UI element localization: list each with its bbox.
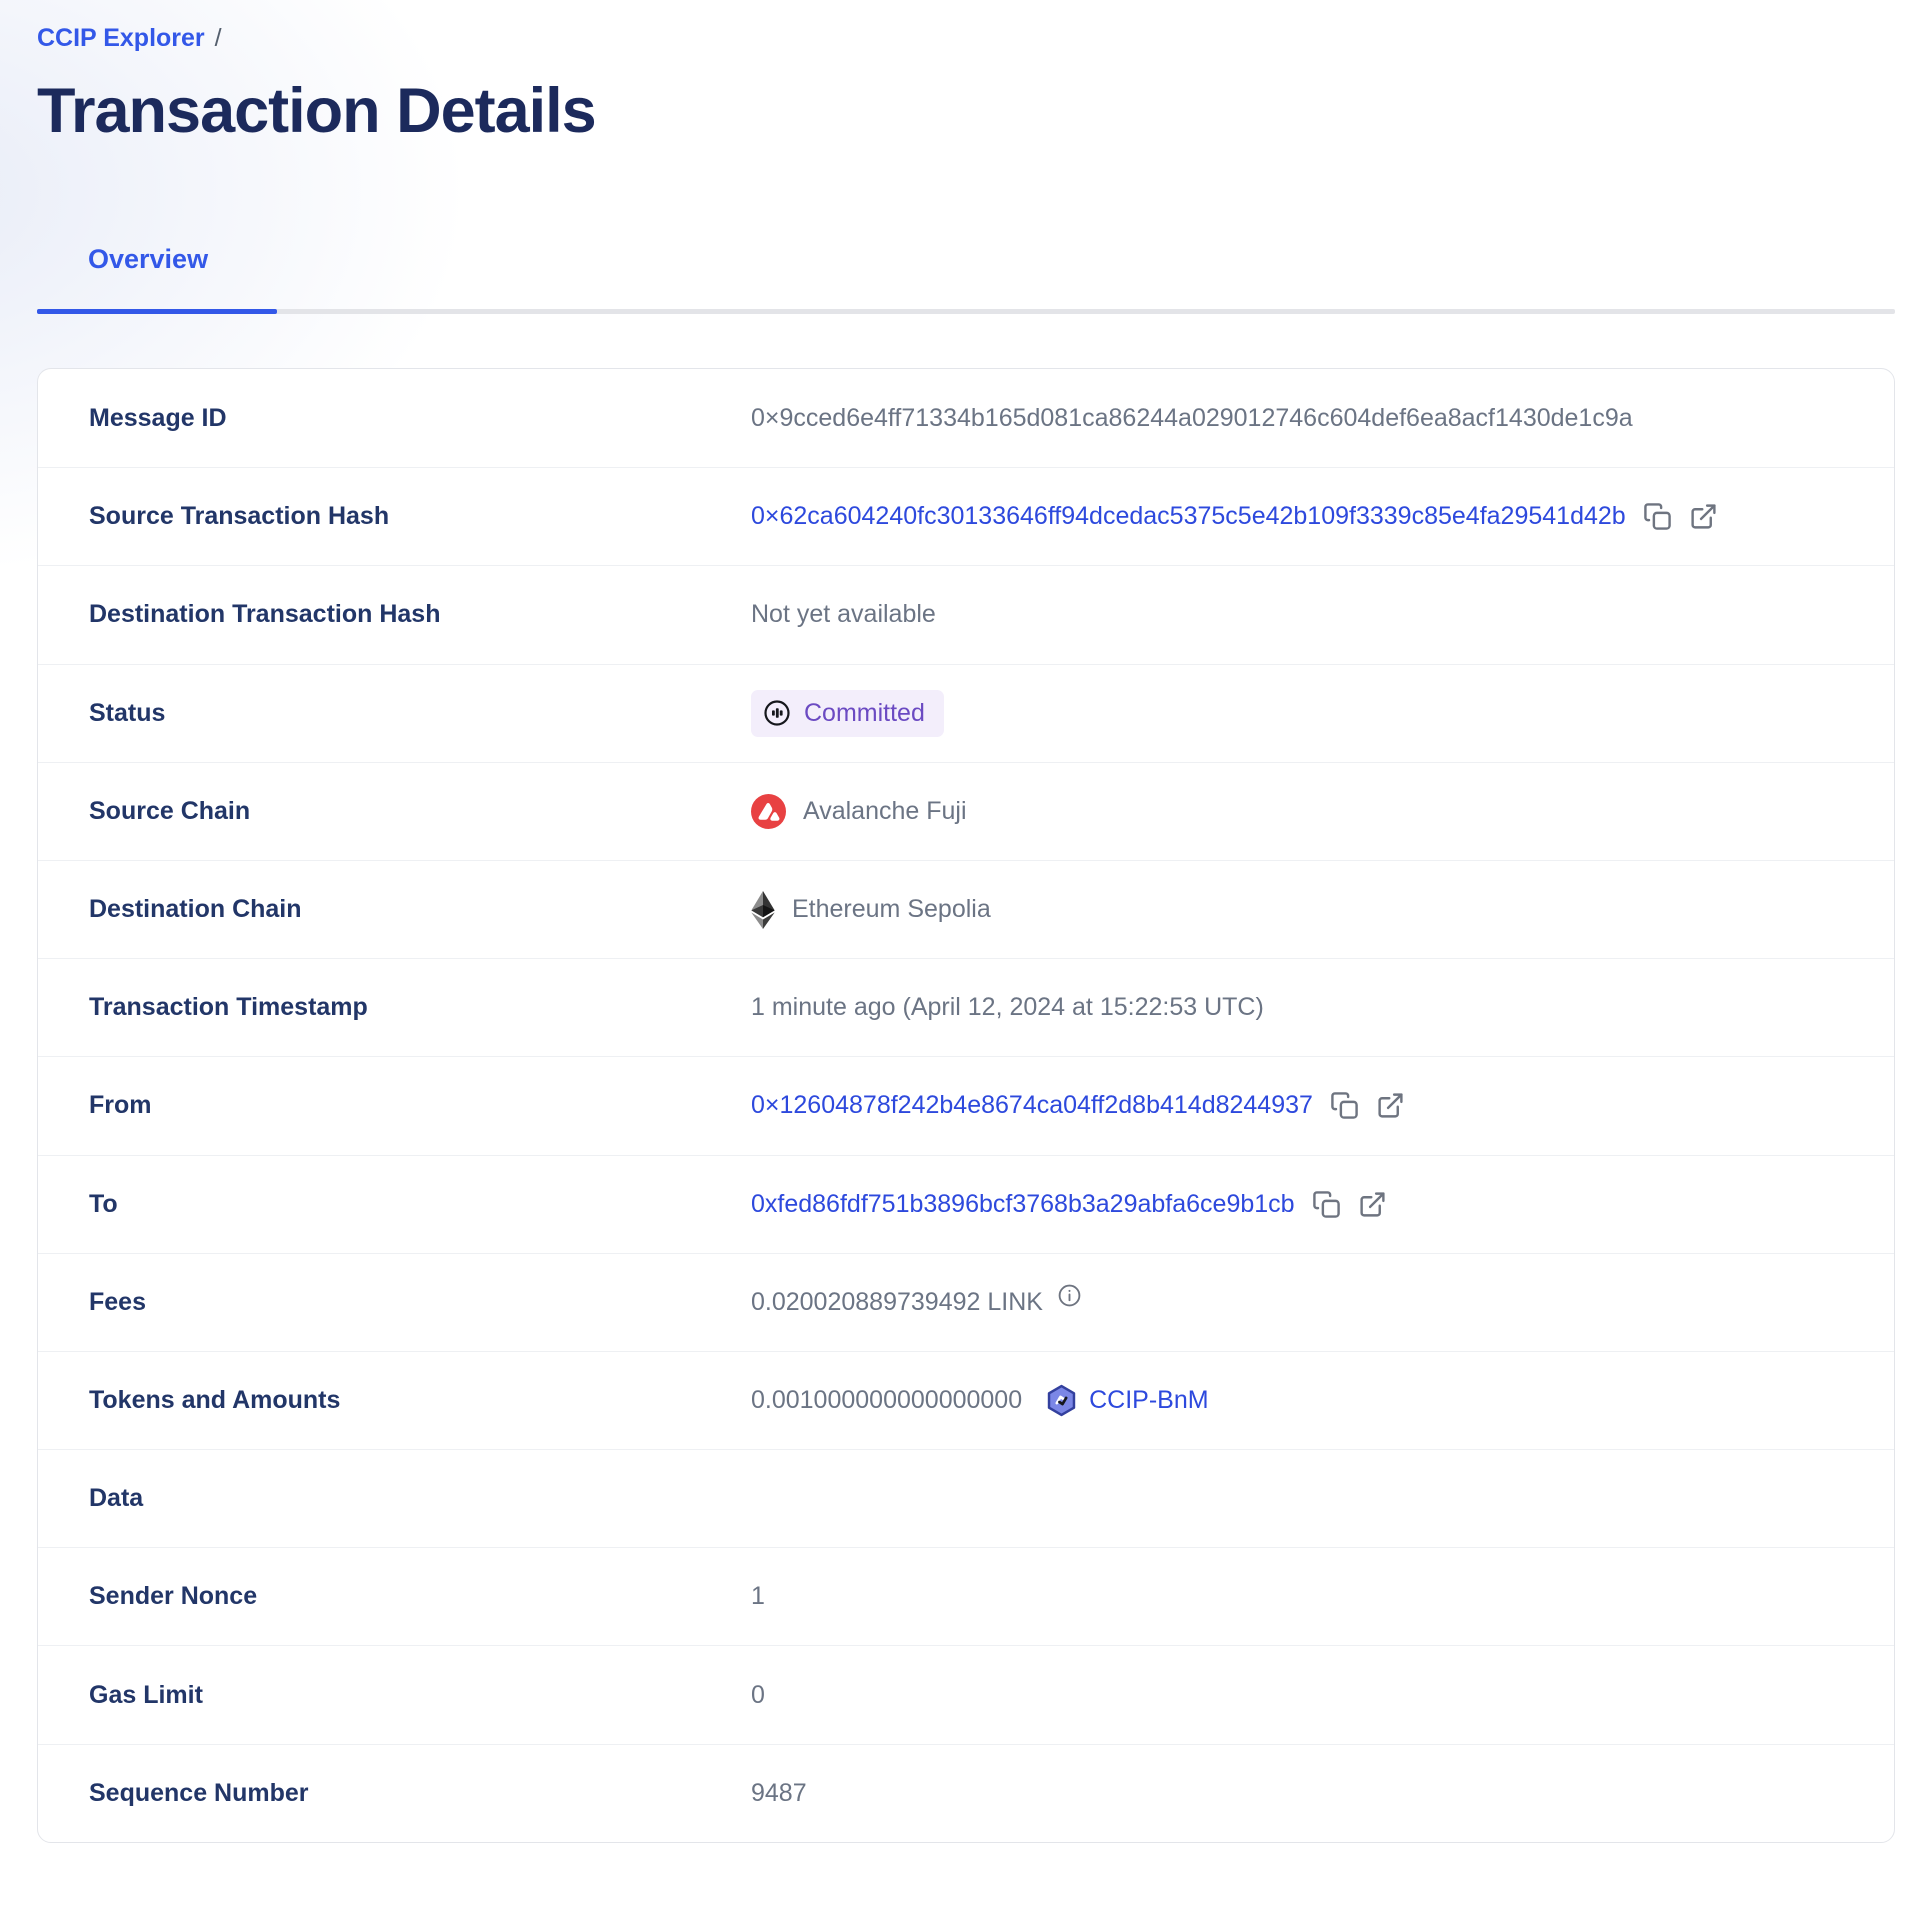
destination-chain-name: Ethereum Sepolia xyxy=(792,895,991,924)
row-label: To xyxy=(89,1189,118,1218)
from-address-link[interactable]: 0×12604878f242b4e8674ca04ff2d8b414d82449… xyxy=(751,1091,1313,1120)
active-tab-indicator xyxy=(37,309,277,314)
tab-overview[interactable]: Overview xyxy=(88,244,209,274)
copy-icon[interactable] xyxy=(1330,1091,1359,1120)
commit-status-icon xyxy=(764,700,790,726)
table-row-gas-limit: Gas Limit 0 xyxy=(38,1645,1894,1743)
token-amount-value: 0.001000000000000000 xyxy=(751,1385,1023,1414)
row-label: Fees xyxy=(89,1287,146,1316)
message-id-value: 0×9cced6e4ff71334b165d081ca86244a0290127… xyxy=(751,403,1633,432)
avalanche-icon xyxy=(751,793,786,829)
info-icon[interactable] xyxy=(1057,1283,1082,1308)
source-chain-name: Avalanche Fuji xyxy=(803,796,967,825)
row-label: From xyxy=(89,1091,152,1120)
row-label: Source Transaction Hash xyxy=(89,502,390,531)
row-label: Transaction Timestamp xyxy=(89,993,368,1022)
table-row-sender-nonce: Sender Nonce 1 xyxy=(38,1547,1894,1645)
transaction-timestamp-value: 1 minute ago (April 12, 2024 at 15:22:53… xyxy=(751,993,1264,1022)
table-row-transaction-timestamp: Transaction Timestamp 1 minute ago (Apri… xyxy=(38,958,1894,1056)
status-badge: Committed xyxy=(751,689,944,737)
breadcrumb-link-ccip-explorer[interactable]: CCIP Explorer xyxy=(37,24,205,52)
token-symbol-link[interactable]: CCIP-BnM xyxy=(1089,1385,1209,1414)
status-badge-label: Committed xyxy=(804,698,925,727)
ethereum-icon xyxy=(751,890,775,929)
to-address-link[interactable]: 0xfed86fdf751b3896bcf3768b3a29abfa6ce9b1… xyxy=(751,1189,1295,1218)
row-label: Destination Chain xyxy=(89,895,302,924)
table-row-sequence-number: Sequence Number 9487 xyxy=(38,1743,1894,1842)
ccip-bnm-token-icon xyxy=(1045,1384,1078,1417)
destination-tx-hash-value: Not yet available xyxy=(751,600,936,629)
row-label: Message ID xyxy=(89,403,227,432)
sequence-number-value: 9487 xyxy=(751,1778,807,1807)
table-row-message-id: Message ID 0×9cced6e4ff71334b165d081ca86… xyxy=(38,369,1894,467)
copy-icon[interactable] xyxy=(1312,1190,1341,1219)
table-row-data: Data xyxy=(38,1449,1894,1547)
gas-limit-value: 0 xyxy=(751,1680,765,1709)
row-label: Sequence Number xyxy=(89,1778,309,1807)
transaction-details-page: CCIP Explorer / Transaction Details Over… xyxy=(37,24,1895,1843)
page-title: Transaction Details xyxy=(37,76,597,146)
tab-bar: Overview xyxy=(37,244,1895,314)
external-link-icon[interactable] xyxy=(1689,502,1718,531)
table-row-source-tx-hash: Source Transaction Hash 0×62ca604240fc30… xyxy=(38,467,1894,565)
sender-nonce-value: 1 xyxy=(751,1582,765,1611)
table-row-to: To 0xfed86fdf751b3896bcf3768b3a29abfa6ce… xyxy=(38,1154,1894,1253)
external-link-icon[interactable] xyxy=(1358,1190,1387,1219)
row-label: Gas Limit xyxy=(89,1680,203,1709)
row-label: Sender Nonce xyxy=(89,1582,258,1611)
row-label: Data xyxy=(89,1484,144,1513)
copy-icon[interactable] xyxy=(1643,502,1672,531)
row-label: Source Chain xyxy=(89,796,251,825)
table-row-status: Status Committed xyxy=(38,663,1894,762)
transaction-details-table: Message ID 0×9cced6e4ff71334b165d081ca86… xyxy=(37,368,1895,1843)
row-label: Status xyxy=(89,698,166,727)
table-row-destination-tx-hash: Destination Transaction Hash Not yet ava… xyxy=(38,565,1894,663)
external-link-icon[interactable] xyxy=(1376,1091,1405,1120)
breadcrumb-separator: / xyxy=(214,24,222,52)
row-label: Destination Transaction Hash xyxy=(89,600,441,629)
row-label: Tokens and Amounts xyxy=(89,1385,341,1414)
fees-value: 0.020020889739492 LINK xyxy=(751,1287,1043,1316)
table-row-destination-chain: Destination Chain Ethereum Sepolia xyxy=(38,859,1894,958)
tab-divider xyxy=(37,309,1895,314)
table-row-tokens-and-amounts: Tokens and Amounts 0.001000000000000000 … xyxy=(38,1350,1894,1449)
breadcrumb: CCIP Explorer / xyxy=(37,24,1895,53)
table-row-from: From 0×12604878f242b4e8674ca04ff2d8b414d… xyxy=(38,1056,1894,1154)
table-row-source-chain: Source Chain Avalanche Fuji xyxy=(38,761,1894,860)
source-tx-hash-link[interactable]: 0×62ca604240fc30133646ff94dcedac5375c5e4… xyxy=(751,502,1626,531)
table-row-fees: Fees 0.020020889739492 LINK xyxy=(38,1252,1894,1351)
